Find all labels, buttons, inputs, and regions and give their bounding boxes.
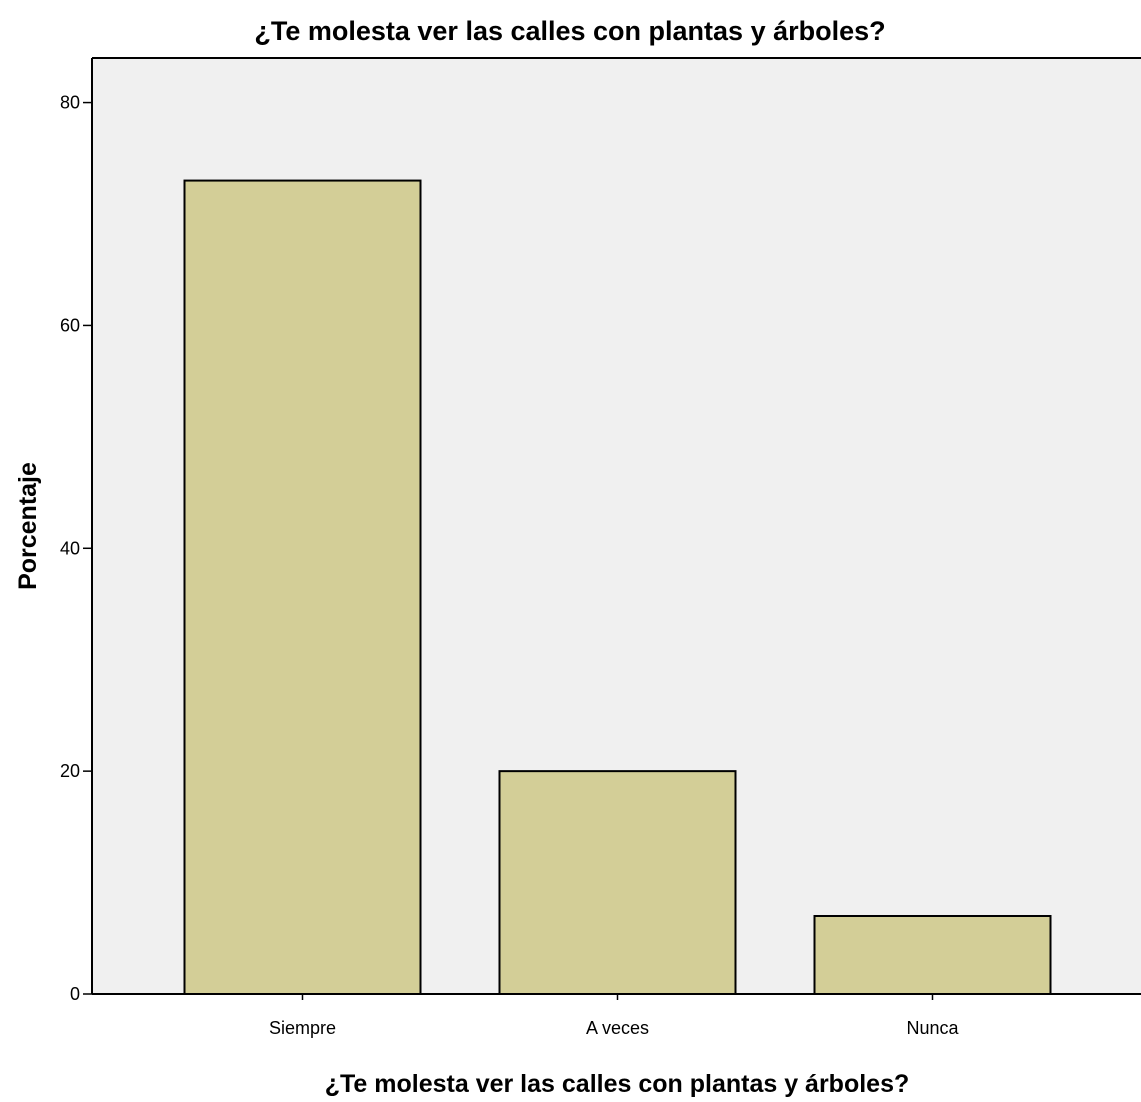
- bar-nunca: [813, 915, 1052, 995]
- y-ticks-layer: 0 20 40 60 80: [60, 93, 92, 1004]
- y-tick-label: 20: [60, 761, 80, 781]
- y-axis-label: Porcentaje: [14, 462, 42, 590]
- x-axis-label: ¿Te molesta ver las calles con plantas y…: [325, 1070, 910, 1098]
- x-tick-label: Nunca: [906, 1018, 959, 1038]
- x-tick-label: A veces: [586, 1018, 649, 1038]
- x-ticks-layer: Siempre A veces Nunca: [269, 994, 960, 1038]
- y-tick-label: 60: [60, 315, 80, 335]
- y-tick-label: 80: [60, 93, 80, 113]
- bar-a-veces: [498, 770, 737, 996]
- x-tick-label: Siempre: [269, 1018, 336, 1038]
- bar-siempre: [183, 179, 422, 996]
- y-tick-label: 40: [60, 538, 80, 558]
- y-tick-label: 0: [70, 984, 80, 1004]
- chart-title: ¿Te molesta ver las calles con plantas y…: [254, 16, 885, 46]
